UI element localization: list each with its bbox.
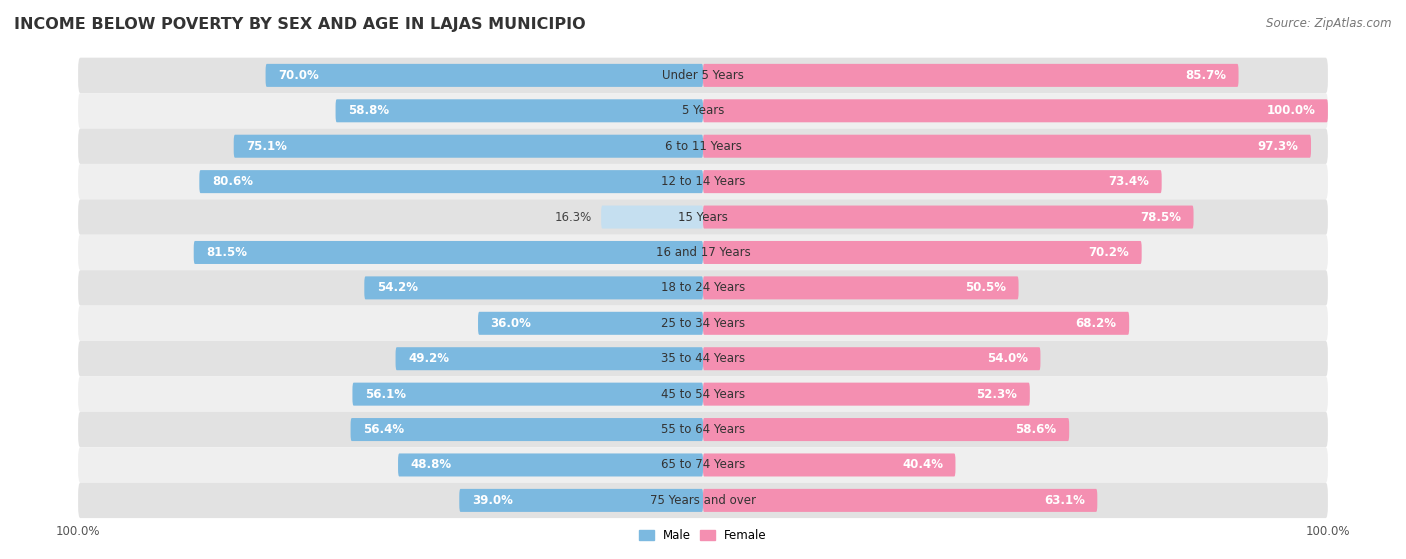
FancyBboxPatch shape <box>395 347 703 370</box>
FancyBboxPatch shape <box>703 135 1310 158</box>
FancyBboxPatch shape <box>703 206 1194 229</box>
Text: 45 to 54 Years: 45 to 54 Years <box>661 387 745 401</box>
FancyBboxPatch shape <box>79 341 1327 376</box>
Legend: Male, Female: Male, Female <box>634 524 772 547</box>
FancyBboxPatch shape <box>703 347 1040 370</box>
Text: 16.3%: 16.3% <box>554 211 592 224</box>
Text: 39.0%: 39.0% <box>472 494 513 507</box>
FancyBboxPatch shape <box>350 418 703 441</box>
Text: 5 Years: 5 Years <box>682 105 724 117</box>
Text: 73.4%: 73.4% <box>1108 175 1149 188</box>
FancyBboxPatch shape <box>79 93 1327 129</box>
Text: 100.0%: 100.0% <box>1267 105 1316 117</box>
Text: 80.6%: 80.6% <box>212 175 253 188</box>
Text: 35 to 44 Years: 35 to 44 Years <box>661 352 745 365</box>
Text: 56.4%: 56.4% <box>363 423 404 436</box>
Text: 52.3%: 52.3% <box>976 387 1018 401</box>
FancyBboxPatch shape <box>79 376 1327 412</box>
Text: 97.3%: 97.3% <box>1257 140 1299 153</box>
Text: 63.1%: 63.1% <box>1043 494 1085 507</box>
Text: 16 and 17 Years: 16 and 17 Years <box>655 246 751 259</box>
FancyBboxPatch shape <box>398 453 703 476</box>
FancyBboxPatch shape <box>460 489 703 512</box>
Text: 40.4%: 40.4% <box>903 458 943 471</box>
FancyBboxPatch shape <box>364 276 703 300</box>
Text: INCOME BELOW POVERTY BY SEX AND AGE IN LAJAS MUNICIPIO: INCOME BELOW POVERTY BY SEX AND AGE IN L… <box>14 17 586 32</box>
Text: 68.2%: 68.2% <box>1076 317 1116 330</box>
FancyBboxPatch shape <box>79 447 1327 482</box>
FancyBboxPatch shape <box>79 164 1327 200</box>
FancyBboxPatch shape <box>703 100 1327 122</box>
Text: 6 to 11 Years: 6 to 11 Years <box>665 140 741 153</box>
Text: 56.1%: 56.1% <box>366 387 406 401</box>
Text: 85.7%: 85.7% <box>1185 69 1226 82</box>
FancyBboxPatch shape <box>703 241 1142 264</box>
Text: 75.1%: 75.1% <box>246 140 287 153</box>
FancyBboxPatch shape <box>353 382 703 406</box>
FancyBboxPatch shape <box>703 276 1018 300</box>
Text: 75 Years and over: 75 Years and over <box>650 494 756 507</box>
FancyBboxPatch shape <box>79 58 1327 93</box>
FancyBboxPatch shape <box>79 270 1327 306</box>
FancyBboxPatch shape <box>703 64 1239 87</box>
FancyBboxPatch shape <box>703 489 1097 512</box>
Text: 18 to 24 Years: 18 to 24 Years <box>661 281 745 295</box>
Text: 25 to 34 Years: 25 to 34 Years <box>661 317 745 330</box>
Text: 36.0%: 36.0% <box>491 317 531 330</box>
Text: 12 to 14 Years: 12 to 14 Years <box>661 175 745 188</box>
Text: 81.5%: 81.5% <box>207 246 247 259</box>
FancyBboxPatch shape <box>703 382 1029 406</box>
Text: 58.6%: 58.6% <box>1015 423 1057 436</box>
FancyBboxPatch shape <box>478 312 703 335</box>
Text: 65 to 74 Years: 65 to 74 Years <box>661 458 745 471</box>
FancyBboxPatch shape <box>79 235 1327 270</box>
Text: 49.2%: 49.2% <box>408 352 449 365</box>
FancyBboxPatch shape <box>79 200 1327 235</box>
Text: 54.2%: 54.2% <box>377 281 418 295</box>
FancyBboxPatch shape <box>233 135 703 158</box>
FancyBboxPatch shape <box>703 312 1129 335</box>
Text: 78.5%: 78.5% <box>1140 211 1181 224</box>
Text: Under 5 Years: Under 5 Years <box>662 69 744 82</box>
Text: 70.0%: 70.0% <box>278 69 319 82</box>
FancyBboxPatch shape <box>200 170 703 193</box>
Text: 70.2%: 70.2% <box>1088 246 1129 259</box>
FancyBboxPatch shape <box>79 306 1327 341</box>
Text: 48.8%: 48.8% <box>411 458 451 471</box>
FancyBboxPatch shape <box>266 64 703 87</box>
Text: 50.5%: 50.5% <box>965 281 1007 295</box>
FancyBboxPatch shape <box>703 170 1161 193</box>
Text: 15 Years: 15 Years <box>678 211 728 224</box>
FancyBboxPatch shape <box>336 100 703 122</box>
Text: 54.0%: 54.0% <box>987 352 1028 365</box>
FancyBboxPatch shape <box>79 412 1327 447</box>
FancyBboxPatch shape <box>194 241 703 264</box>
FancyBboxPatch shape <box>602 206 703 229</box>
FancyBboxPatch shape <box>79 482 1327 518</box>
FancyBboxPatch shape <box>79 129 1327 164</box>
Text: 58.8%: 58.8% <box>349 105 389 117</box>
FancyBboxPatch shape <box>703 418 1069 441</box>
Text: 55 to 64 Years: 55 to 64 Years <box>661 423 745 436</box>
Text: Source: ZipAtlas.com: Source: ZipAtlas.com <box>1267 17 1392 30</box>
FancyBboxPatch shape <box>703 453 956 476</box>
